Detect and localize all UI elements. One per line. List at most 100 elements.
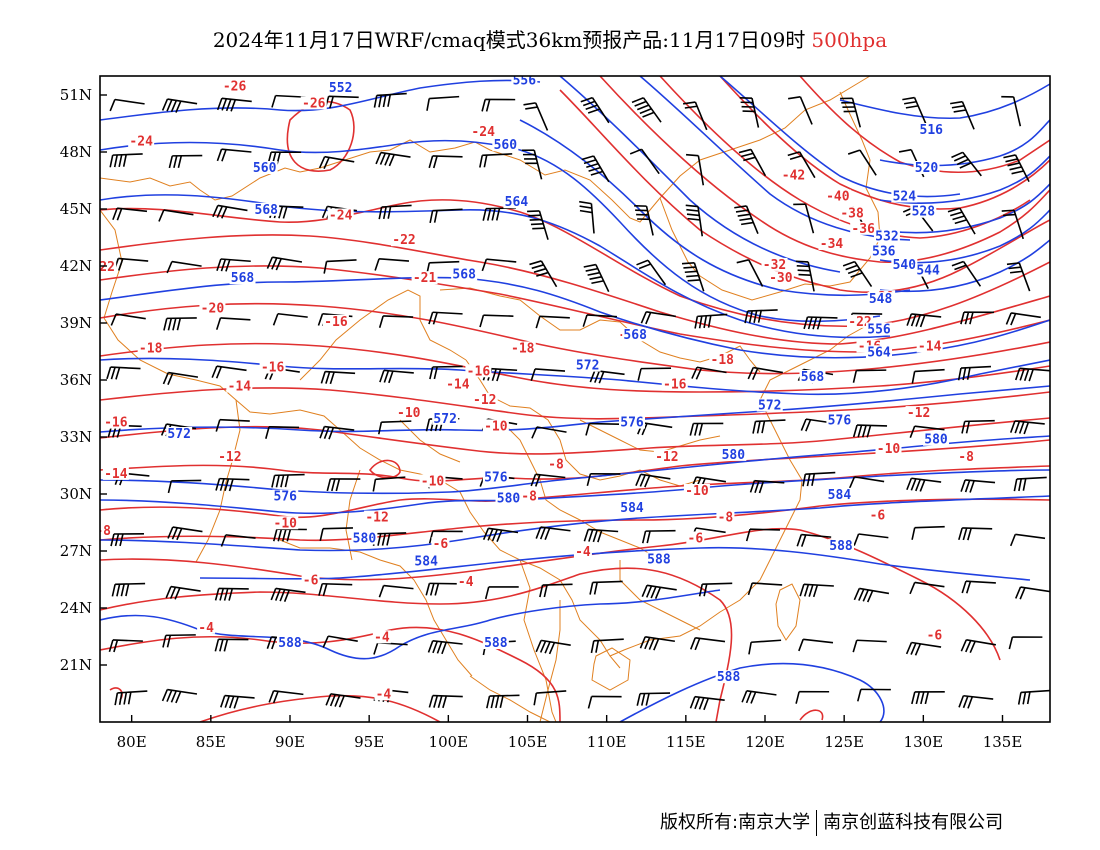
contour-label-bg <box>253 202 280 216</box>
wind-barb <box>378 315 414 329</box>
wind-barb <box>323 259 357 274</box>
wind-barb <box>960 639 997 653</box>
contour-label-bg <box>511 76 538 87</box>
x-tick-label: 110E <box>587 733 627 751</box>
wind-barb <box>425 582 460 596</box>
wind-barb <box>796 533 832 547</box>
contour-label: -10 <box>421 475 445 490</box>
contour-label-bg <box>873 229 900 243</box>
contour-label-bg <box>199 301 226 315</box>
contour-label-bg <box>327 81 354 95</box>
contour-label: -8 <box>548 457 564 472</box>
plot-area: -26-26-24-24-42-40-38-24-36-34-22-22 -32-… <box>100 74 1050 722</box>
wind-barb <box>909 581 945 595</box>
contour-label: -14 <box>104 467 128 482</box>
wind-barb <box>798 638 834 652</box>
wind-barb <box>161 688 198 704</box>
contour-label: -30 <box>769 271 793 286</box>
contour-label-bg <box>301 573 320 587</box>
wind-barb <box>689 422 724 436</box>
wind-barb <box>427 640 463 655</box>
contour-label-bg <box>756 398 783 412</box>
wind-barb <box>110 313 146 326</box>
contour-label: -6 <box>433 537 449 552</box>
contour-label-bg <box>216 449 243 463</box>
contour-label: -14 <box>228 380 252 395</box>
contour-label-bg <box>372 630 391 644</box>
contour-label-bg <box>799 370 826 383</box>
contour-label: 588 <box>717 670 741 685</box>
y-tick-label: 30N <box>60 485 92 503</box>
contour-label-bg <box>891 257 918 271</box>
contour-label-bg <box>451 267 478 281</box>
wind-barb <box>165 585 201 600</box>
wind-barb <box>211 365 247 379</box>
contour-label: -26 <box>223 79 247 94</box>
wind-barb <box>110 533 144 547</box>
wind-barb <box>167 526 203 541</box>
contour-label-bg <box>709 352 736 366</box>
contour-label-bg <box>619 501 645 515</box>
contour-label: -16 <box>261 361 285 376</box>
wind-barb <box>685 204 704 237</box>
wind-barb <box>162 371 199 385</box>
wind-barb <box>958 527 993 541</box>
wind-barb <box>909 425 945 438</box>
wind-barb <box>212 204 248 219</box>
title-level: 500hpa <box>811 28 888 52</box>
wind-barb <box>111 582 146 597</box>
contour-label-bg <box>720 447 747 461</box>
wind-barb <box>162 634 196 648</box>
contour-label-bg <box>870 244 897 258</box>
contour-label: -12 <box>365 511 388 526</box>
wind-barb <box>114 690 148 706</box>
wind-barb <box>736 259 764 287</box>
contour-label-bg <box>495 491 522 505</box>
contour-label-bg <box>197 620 216 634</box>
wind-barb <box>734 205 759 234</box>
contour-label-bg <box>918 123 945 136</box>
wind-barb <box>698 582 733 597</box>
contour-label-bg <box>411 271 438 285</box>
wind-barb <box>484 586 519 600</box>
contour-label: 552 <box>329 81 352 96</box>
contour-label-bg <box>520 489 539 503</box>
x-tick-label: 120E <box>745 733 785 751</box>
wind-barb <box>1009 420 1045 435</box>
contour-label-bg <box>910 204 937 218</box>
contour-label: -12 <box>218 450 241 465</box>
contour-label: 588 <box>484 636 508 651</box>
contour-label: 568 <box>452 267 476 282</box>
x-tick-label: 135E <box>983 733 1023 751</box>
contour-label: -18 <box>711 353 735 368</box>
y-tick-label: 45N <box>60 200 92 218</box>
wind-barb <box>951 151 982 177</box>
x-tick-label: 105E <box>508 733 548 751</box>
y-tick-label: 48N <box>60 143 92 161</box>
wind-barb <box>635 473 671 488</box>
contour-label-bg <box>327 208 354 222</box>
wind-barb <box>428 311 463 325</box>
wind-barb <box>113 257 149 271</box>
wind-barb <box>319 425 355 440</box>
wind-barb <box>535 639 571 655</box>
contour-label-bg <box>839 206 866 220</box>
wind-barb <box>215 477 250 492</box>
contour-label-bg <box>826 413 853 427</box>
contour-label-bg <box>272 516 299 530</box>
contour-label: -10 <box>685 484 709 499</box>
wind-barb <box>163 317 197 331</box>
contour-label: 556 <box>513 74 537 89</box>
y-axis: 51N 48N 45N 42N 39N 36N 33N 30N 27N 24N 21N <box>60 86 107 674</box>
wind-barb <box>958 694 994 709</box>
contour-label-bg <box>866 345 892 359</box>
contour-label: 564 <box>505 195 529 210</box>
wind-barb <box>319 527 353 541</box>
contour-label: -22 <box>848 315 871 330</box>
contour-label: -12 <box>907 406 930 421</box>
contour-label: 568 <box>801 370 825 385</box>
wind-barb <box>109 153 143 168</box>
wind-barb <box>481 258 517 272</box>
wind-barb <box>372 476 406 492</box>
